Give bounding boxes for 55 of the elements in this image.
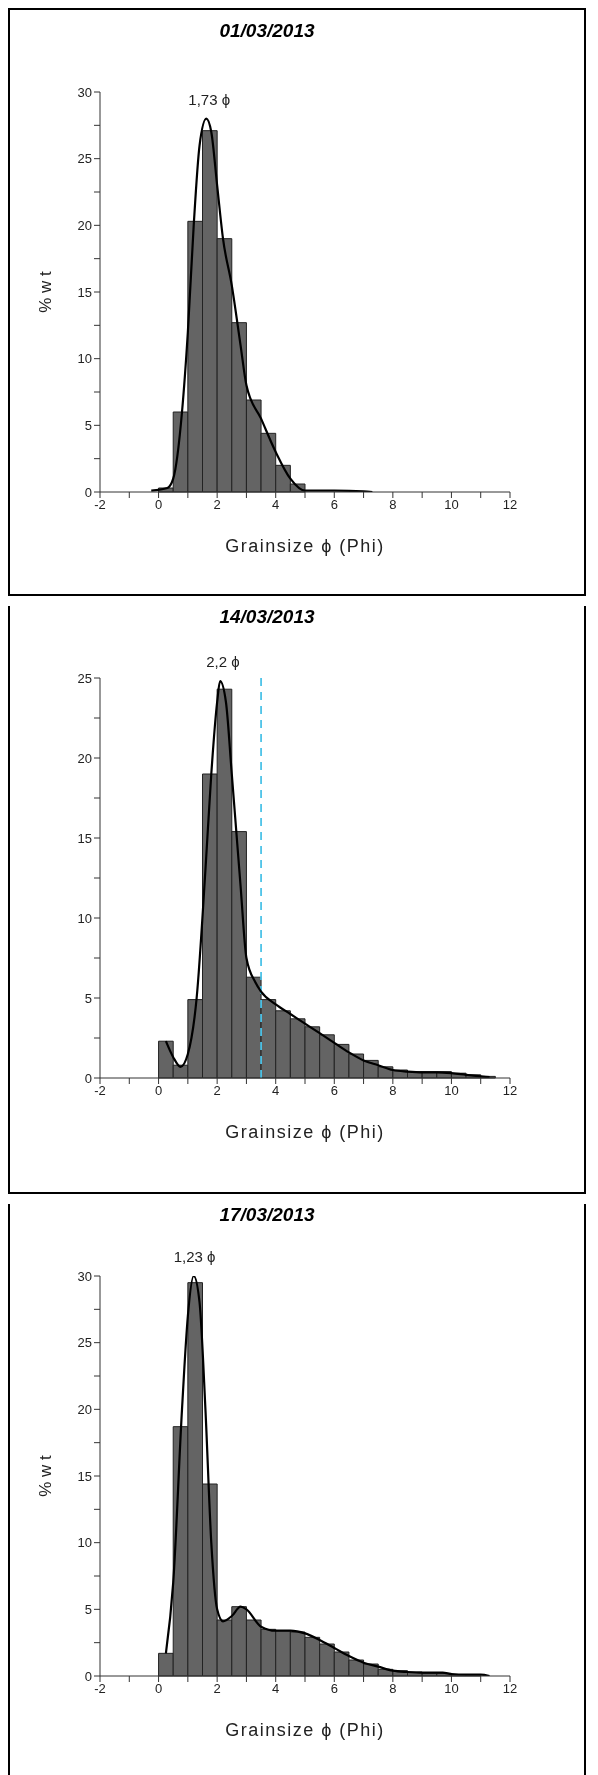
x-tick-label: 2 — [213, 1681, 221, 1697]
x-tick-label: 10 — [444, 497, 459, 513]
x-tick-label: 8 — [389, 497, 397, 513]
y-tick-label: 30 — [77, 84, 92, 100]
x-tick-label: 4 — [272, 1083, 280, 1099]
y-axis-title: % w t — [36, 270, 56, 313]
y-tick-label: 0 — [84, 484, 92, 500]
x-tick-label: 6 — [330, 1083, 338, 1099]
x-tick-label: 10 — [444, 1681, 459, 1697]
annotation: 2,2 ϕ — [206, 653, 240, 671]
y-tick-label: 10 — [77, 351, 92, 367]
x-tick-label: 0 — [154, 1681, 163, 1697]
x-tick-label: 2 — [213, 497, 221, 513]
y-tick-label: 15 — [77, 284, 92, 300]
x-tick-label: -2 — [94, 1083, 106, 1099]
x-axis-title: Grainsize ϕ (Phi) — [225, 1122, 385, 1142]
x-tick-label: 12 — [502, 497, 518, 513]
y-tick-label: 15 — [77, 1468, 92, 1484]
x-tick-label: 12 — [502, 1681, 518, 1697]
y-tick-label: 20 — [77, 1401, 92, 1417]
annotation: 1,23 ϕ — [173, 1248, 216, 1265]
chart-title: 17/03/2013 — [218, 1204, 316, 1226]
y-axis-title: % w t — [36, 1454, 56, 1497]
x-axis-title: Grainsize ϕ (Phi) — [225, 1720, 385, 1740]
x-tick-label: 6 — [330, 497, 338, 513]
y-tick-label: 10 — [77, 1535, 92, 1551]
y-tick-label: 25 — [77, 670, 92, 686]
x-tick-label: 8 — [389, 1681, 397, 1697]
x-tick-label: 4 — [272, 497, 280, 513]
x-tick-label: -2 — [94, 497, 106, 513]
y-tick-label: 20 — [77, 750, 92, 766]
x-axis-title: Grainsize ϕ (Phi) — [225, 536, 385, 556]
y-tick-label: 5 — [84, 417, 92, 433]
y-tick-label: 10 — [77, 910, 92, 926]
y-tick-label: 5 — [84, 990, 92, 1006]
chart-title: 14/03/2013 — [218, 606, 316, 628]
y-tick-label: 30 — [77, 1268, 92, 1284]
x-tick-label: 0 — [154, 497, 163, 513]
y-tick-label: 25 — [77, 1335, 92, 1351]
y-tick-label: 0 — [84, 1668, 92, 1684]
y-tick-label: 15 — [77, 830, 92, 846]
y-tick-label: 25 — [77, 151, 92, 167]
annotation: 1,73 ϕ — [188, 90, 231, 108]
x-tick-label: 0 — [154, 1083, 163, 1099]
x-tick-label: 8 — [389, 1083, 397, 1099]
y-tick-label: 0 — [84, 1070, 92, 1086]
x-tick-label: -2 — [94, 1681, 106, 1697]
x-tick-label: 4 — [272, 1681, 280, 1697]
chart-title: 01/03/2013 — [218, 20, 316, 42]
y-tick-label: 5 — [84, 1601, 92, 1617]
x-tick-label: 6 — [330, 1681, 338, 1697]
y-tick-label: 20 — [77, 217, 92, 233]
x-tick-label: 10 — [444, 1083, 459, 1099]
x-tick-label: 12 — [502, 1083, 518, 1099]
x-tick-label: 2 — [213, 1083, 221, 1099]
